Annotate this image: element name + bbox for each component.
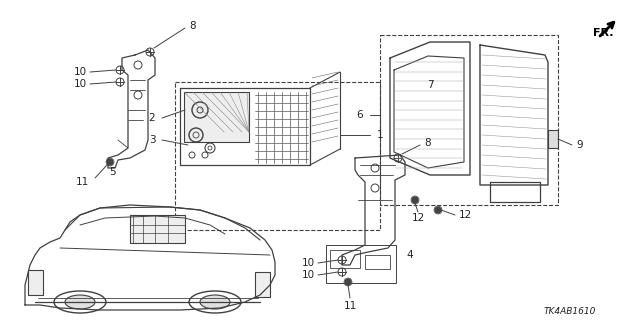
Text: TK4AB1610: TK4AB1610 bbox=[544, 308, 596, 316]
Bar bbox=[330, 250, 360, 268]
Bar bbox=[380, 35, 558, 205]
Circle shape bbox=[345, 279, 351, 285]
Ellipse shape bbox=[65, 295, 95, 309]
Circle shape bbox=[412, 197, 418, 203]
Bar bbox=[184, 92, 249, 142]
Text: 10: 10 bbox=[74, 79, 86, 89]
Text: 5: 5 bbox=[109, 167, 116, 177]
Text: 2: 2 bbox=[148, 113, 156, 123]
Text: 7: 7 bbox=[427, 80, 433, 90]
Bar bbox=[326, 245, 396, 283]
Text: 6: 6 bbox=[356, 110, 364, 120]
Text: 9: 9 bbox=[577, 140, 583, 150]
Text: 3: 3 bbox=[148, 135, 156, 145]
Ellipse shape bbox=[200, 295, 230, 309]
Bar bbox=[365, 255, 390, 269]
Text: 12: 12 bbox=[458, 210, 472, 220]
Text: 4: 4 bbox=[406, 250, 413, 260]
Bar bbox=[130, 215, 185, 243]
Text: 12: 12 bbox=[412, 213, 424, 223]
Text: 8: 8 bbox=[189, 21, 196, 31]
Bar bbox=[255, 272, 270, 297]
Circle shape bbox=[107, 159, 113, 165]
Text: 1: 1 bbox=[377, 130, 383, 140]
Circle shape bbox=[435, 207, 441, 213]
Bar bbox=[175, 82, 380, 230]
Text: 8: 8 bbox=[425, 138, 431, 148]
Text: 10: 10 bbox=[74, 67, 86, 77]
Text: 11: 11 bbox=[76, 177, 88, 187]
Text: 11: 11 bbox=[344, 301, 356, 311]
Text: 10: 10 bbox=[301, 258, 315, 268]
Text: 10: 10 bbox=[301, 270, 315, 280]
Text: FR.: FR. bbox=[593, 28, 614, 38]
Bar bbox=[28, 270, 43, 295]
Bar bbox=[548, 130, 558, 148]
